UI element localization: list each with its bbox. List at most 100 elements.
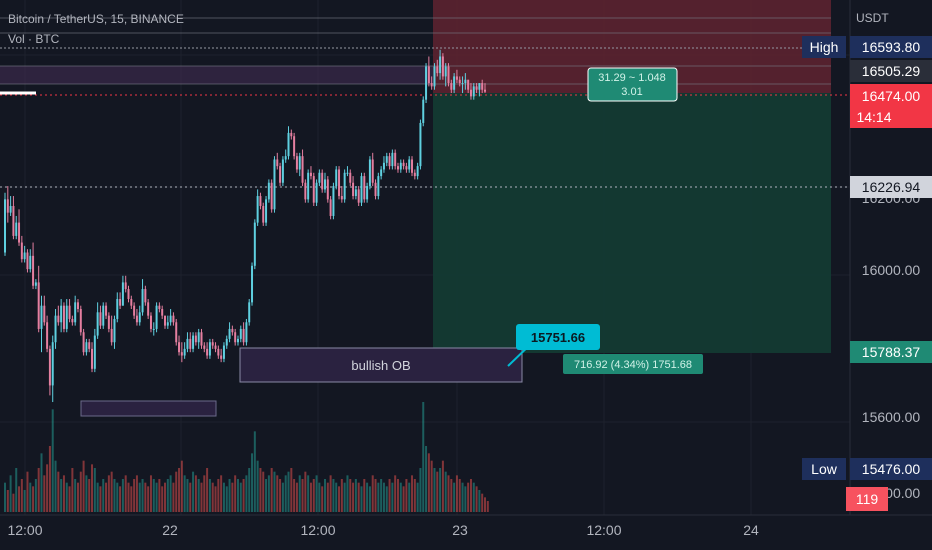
reward-label-box (563, 354, 703, 374)
volume-bar (346, 475, 349, 512)
candle-body (93, 335, 96, 369)
volume-bar (461, 482, 464, 512)
candle-body (51, 342, 54, 386)
candle (76, 299, 79, 313)
candle (222, 342, 225, 363)
candle (321, 169, 324, 193)
candle-body (318, 172, 321, 183)
candle (304, 179, 307, 203)
volume-bar (366, 482, 369, 512)
candle (382, 156, 385, 173)
volume-bar (141, 479, 144, 512)
volume-bar (293, 479, 296, 512)
volume-bar (295, 482, 298, 512)
risk-ratio-line1: 31.29 ~ 1.048 (598, 72, 666, 84)
volume-bar (411, 475, 414, 512)
candle (262, 202, 265, 226)
level-2-value: 16226.94 (862, 179, 921, 195)
volume-bar (312, 479, 315, 512)
reward-label-text: 716.92 (4.34%) 1751.68 (574, 359, 692, 371)
volume-bar (220, 475, 223, 512)
candle-body (307, 172, 310, 200)
candle-body (234, 332, 237, 343)
candle (301, 149, 304, 187)
candle-body (413, 172, 416, 177)
candle-body (464, 79, 467, 84)
volume-bar (408, 482, 411, 512)
volume-bar (37, 468, 40, 512)
candle (37, 265, 40, 333)
candle (239, 325, 242, 343)
candle (422, 96, 425, 127)
volume-bar (99, 486, 102, 512)
candle-body (270, 182, 273, 210)
candle-body (34, 282, 37, 286)
candle-body (352, 182, 355, 197)
candles (4, 49, 486, 403)
candle-body (12, 206, 15, 236)
candle-body (245, 322, 248, 343)
candle-body (172, 315, 175, 323)
candle (441, 53, 444, 80)
candle (371, 152, 374, 187)
volume-bar (245, 475, 248, 512)
time-tick-label: 23 (452, 522, 468, 538)
volume-bar (326, 482, 329, 512)
candle-body (121, 282, 124, 306)
candle-body (9, 206, 12, 213)
candle-body (458, 79, 461, 84)
candle (335, 166, 338, 190)
candle (464, 73, 467, 90)
candle-body (354, 189, 357, 197)
volume-bar (192, 471, 195, 512)
volume-bar (284, 475, 287, 512)
candle-body (478, 83, 481, 90)
volume-bar (349, 479, 352, 512)
candle-body (236, 338, 239, 343)
candle-body (371, 159, 374, 183)
volume-title[interactable]: Vol · BTC (8, 32, 60, 46)
candle-body (301, 156, 304, 183)
candle-body (368, 159, 371, 187)
candle (113, 315, 116, 349)
candle-body (197, 332, 200, 343)
candle (433, 63, 436, 90)
volume-bar (399, 482, 402, 512)
volume-bar (15, 468, 18, 512)
volume-bar (259, 468, 262, 512)
volume-bar (273, 471, 276, 512)
volume-bar (447, 475, 450, 512)
candle (413, 169, 416, 180)
target-value: 15788.37 (862, 344, 921, 360)
symbol-title[interactable]: Bitcoin / TetherUS, 15, BINANCE (8, 12, 184, 26)
candle-body (276, 159, 279, 167)
candle (172, 312, 175, 326)
candle (116, 292, 119, 323)
candle (46, 315, 49, 353)
volume-bar (222, 482, 225, 512)
candle (71, 315, 74, 326)
candle (133, 302, 136, 319)
candle-body (251, 265, 254, 303)
candle (206, 342, 209, 359)
volume-bar (332, 479, 335, 512)
candle (324, 172, 326, 193)
volume-bar (265, 479, 268, 512)
volume-bar (12, 493, 15, 512)
candle (82, 328, 85, 356)
candle (436, 59, 439, 77)
volume-bar (324, 479, 326, 512)
candle (270, 179, 273, 213)
candle (220, 348, 223, 363)
resistance-band (0, 66, 433, 84)
volume-bar (276, 475, 279, 512)
time-ticks: 12:00 22 12:00 23 12:00 24 (7, 522, 759, 538)
candle (228, 322, 231, 343)
candle-body (453, 76, 456, 90)
volume-bar (71, 468, 74, 512)
candle (217, 345, 220, 359)
volume-bar (394, 475, 397, 512)
candle-body (343, 172, 346, 200)
volume-bar (444, 471, 447, 512)
